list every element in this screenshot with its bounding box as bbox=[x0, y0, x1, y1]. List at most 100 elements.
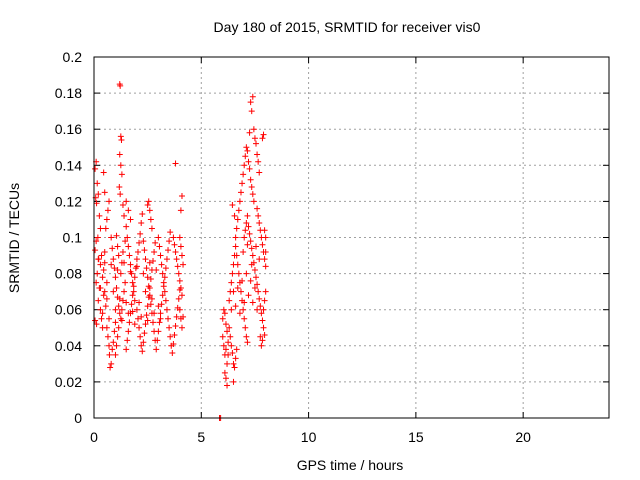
data-point bbox=[106, 315, 113, 322]
data-point bbox=[258, 342, 265, 349]
data-point bbox=[99, 274, 106, 281]
data-point bbox=[254, 281, 261, 288]
data-point bbox=[245, 292, 252, 299]
data-point bbox=[249, 93, 256, 100]
data-point bbox=[104, 333, 111, 340]
data-point bbox=[240, 248, 247, 255]
data-point bbox=[107, 364, 114, 371]
data-point bbox=[122, 238, 129, 245]
data-point bbox=[115, 252, 122, 259]
data-point bbox=[112, 351, 119, 358]
data-point bbox=[137, 230, 144, 237]
data-point bbox=[237, 288, 244, 295]
data-point bbox=[138, 220, 145, 227]
data-point bbox=[104, 207, 111, 214]
data-point bbox=[97, 261, 104, 268]
data-point bbox=[103, 216, 110, 223]
data-point bbox=[146, 207, 153, 214]
data-point bbox=[261, 256, 268, 263]
data-point bbox=[114, 333, 121, 340]
data-point bbox=[117, 191, 124, 198]
data-point bbox=[144, 274, 151, 281]
data-point bbox=[129, 292, 136, 299]
data-point bbox=[222, 375, 229, 382]
data-point bbox=[101, 288, 108, 295]
data-point bbox=[260, 131, 267, 138]
data-point bbox=[161, 274, 168, 281]
data-point bbox=[145, 198, 152, 205]
data-point bbox=[110, 256, 117, 263]
data-point bbox=[255, 212, 262, 219]
data-point bbox=[118, 171, 125, 178]
data-point bbox=[101, 189, 108, 196]
data-point bbox=[170, 234, 177, 241]
data-point bbox=[143, 265, 150, 272]
data-point bbox=[118, 137, 125, 144]
data-point bbox=[108, 234, 115, 241]
data-point bbox=[257, 333, 264, 340]
data-point bbox=[159, 292, 166, 299]
data-point bbox=[177, 285, 184, 292]
x-axis-label: GPS time / hours bbox=[297, 457, 404, 473]
data-point bbox=[248, 245, 255, 252]
data-point bbox=[260, 306, 267, 313]
data-point bbox=[250, 126, 257, 133]
data-point bbox=[133, 306, 140, 313]
data-point bbox=[139, 211, 146, 218]
data-point bbox=[126, 252, 133, 259]
data-point bbox=[95, 191, 102, 198]
data-point bbox=[138, 342, 145, 349]
data-point bbox=[145, 283, 152, 290]
data-point bbox=[259, 317, 266, 324]
data-point bbox=[140, 270, 147, 277]
data-point bbox=[129, 308, 136, 315]
data-point bbox=[156, 319, 163, 326]
data-point bbox=[101, 259, 108, 266]
data-point bbox=[255, 158, 262, 165]
data-point bbox=[139, 348, 146, 355]
data-point bbox=[123, 299, 130, 306]
plot-frame bbox=[93, 56, 610, 419]
data-point bbox=[101, 248, 108, 255]
data-point bbox=[172, 322, 179, 329]
data-point bbox=[250, 198, 257, 205]
data-point bbox=[262, 248, 269, 255]
data-point bbox=[249, 191, 256, 198]
data-point bbox=[134, 315, 141, 322]
data-point bbox=[151, 248, 158, 255]
data-point bbox=[228, 279, 235, 286]
data-point bbox=[123, 223, 130, 230]
data-point bbox=[127, 216, 134, 223]
data-point bbox=[123, 346, 130, 353]
data-point bbox=[254, 306, 261, 313]
data-point bbox=[113, 232, 120, 239]
data-point bbox=[233, 225, 240, 232]
data-point bbox=[140, 238, 147, 245]
data-point bbox=[234, 285, 241, 292]
y-tick-label: 0.1 bbox=[63, 230, 83, 246]
x-tick-label: 15 bbox=[408, 429, 424, 445]
data-point bbox=[148, 225, 155, 232]
data-point bbox=[244, 241, 251, 248]
data-point bbox=[155, 234, 162, 241]
data-point bbox=[147, 276, 154, 283]
data-point bbox=[156, 243, 163, 250]
data-point bbox=[249, 252, 256, 259]
data-point bbox=[177, 207, 184, 214]
data-point bbox=[109, 346, 116, 353]
data-point bbox=[115, 303, 122, 310]
data-point bbox=[237, 189, 244, 196]
data-point bbox=[116, 151, 123, 158]
data-point bbox=[112, 274, 119, 281]
data-point bbox=[116, 295, 123, 302]
data-point bbox=[93, 200, 100, 207]
data-point bbox=[173, 256, 180, 263]
x-tick-label: 5 bbox=[197, 429, 205, 445]
data-point bbox=[171, 241, 178, 248]
data-point bbox=[253, 140, 260, 147]
data-point bbox=[106, 342, 113, 349]
data-point bbox=[103, 279, 110, 286]
y-tick-labels: 0 0.02 0.04 0.06 0.08 0.1 0.12 0.14 0.16 0.18 0.2 bbox=[55, 49, 82, 426]
data-point bbox=[220, 306, 227, 313]
data-point bbox=[165, 315, 172, 322]
